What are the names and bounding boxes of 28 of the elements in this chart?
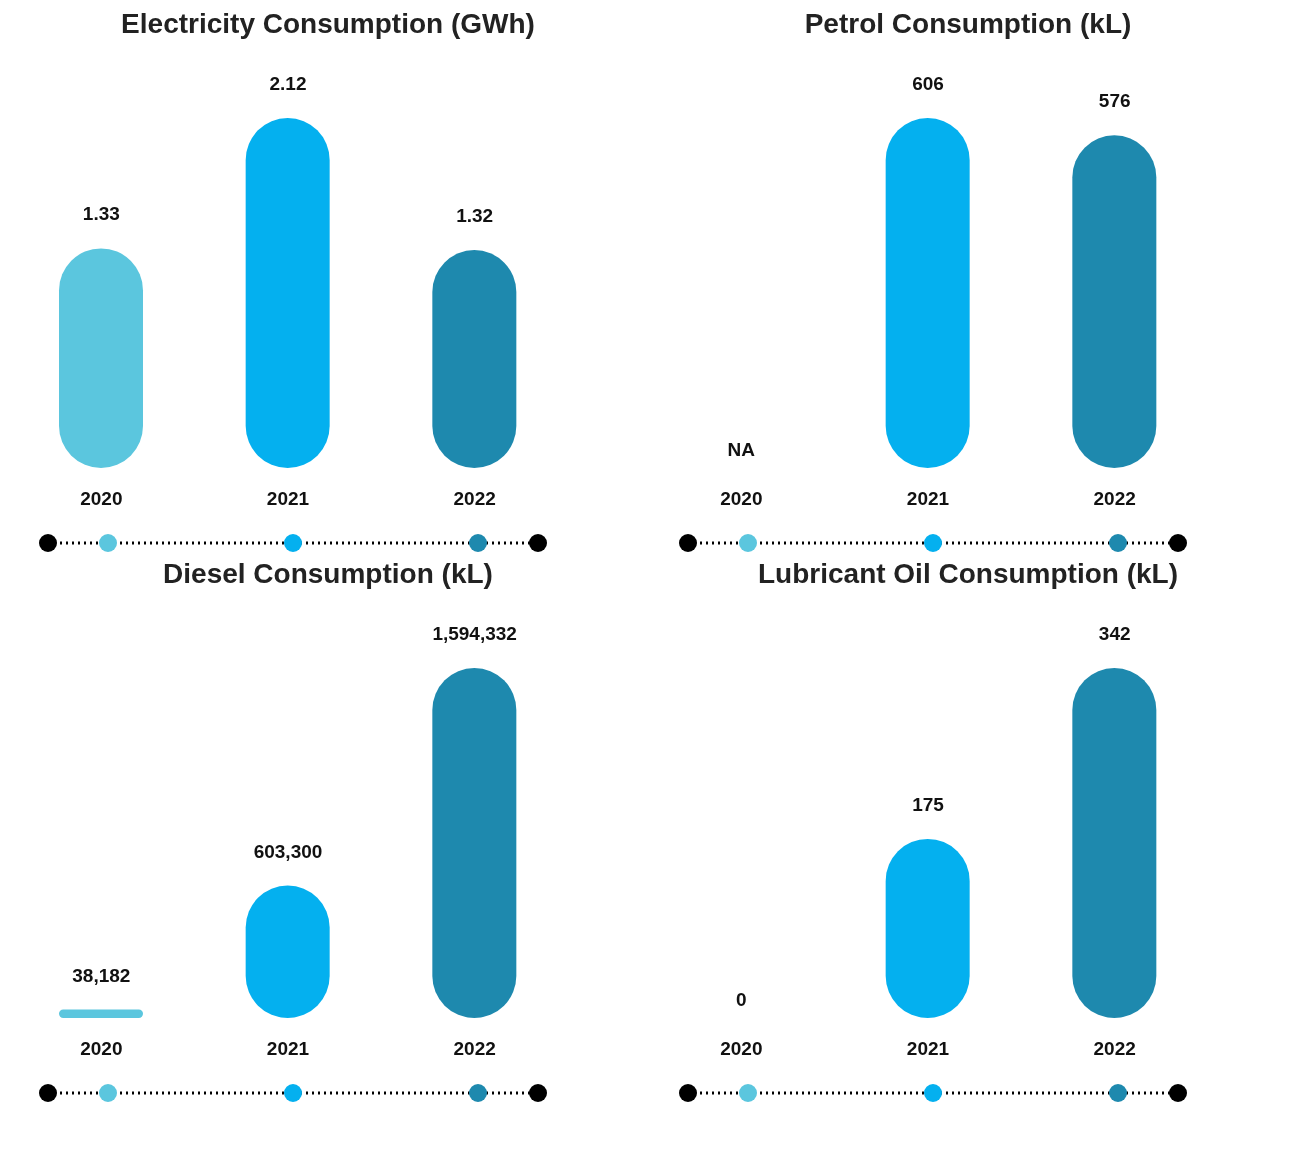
- chart-title: Diesel Consumption (kL): [162, 558, 494, 591]
- x-tick-label: 2020: [720, 488, 763, 510]
- data-label: 603,300: [253, 840, 323, 862]
- x-tick-label: 2022: [453, 488, 496, 510]
- x-tick-label: 2022: [1093, 488, 1136, 510]
- x-tick-label: 2021: [266, 1038, 310, 1060]
- x-tick-label: 2021: [906, 1038, 950, 1060]
- x-tick-label: 2020: [80, 488, 123, 510]
- text: NA: [727, 439, 756, 460]
- chart-title: Petrol Consumption (kL): [803, 8, 1133, 41]
- chart-title: Electricity Consumption (GWh): [120, 8, 536, 41]
- x-tick-label: 2020: [720, 1038, 763, 1060]
- data-label: 2.12: [269, 73, 307, 94]
- data-label: 606: [912, 73, 944, 94]
- x-tick-label: 2022: [1093, 1038, 1136, 1060]
- data-label: 175: [912, 793, 945, 815]
- data-label: 0: [736, 989, 747, 1010]
- data-label: 1.32: [456, 205, 494, 227]
- data-label: 342: [1098, 623, 1131, 644]
- x-tick-label: 2022: [453, 1038, 496, 1060]
- x-tick-label: 2021: [266, 488, 310, 510]
- data-label: 1.33: [82, 203, 120, 225]
- data-label: 576: [1098, 90, 1131, 112]
- data-label: 1,594,332: [432, 623, 517, 644]
- chart-title: Lubricant Oil Consumption (kL): [757, 558, 1179, 591]
- data-label: 38,182: [72, 964, 131, 986]
- x-tick-label: 2020: [80, 1038, 123, 1060]
- x-tick-label: 2021: [906, 488, 950, 510]
